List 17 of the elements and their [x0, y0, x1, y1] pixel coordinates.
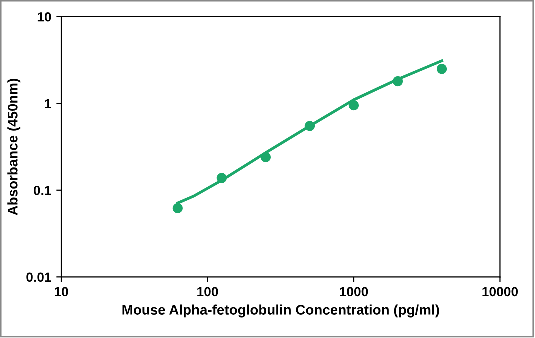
point — [216, 173, 228, 184]
y-tick-label: 10 — [38, 12, 52, 22]
point — [348, 100, 360, 111]
y-tick-label: 1 — [45, 99, 52, 108]
point — [436, 64, 448, 74]
point — [260, 152, 272, 163]
y-tick-label: 0.1 — [34, 186, 52, 196]
x-tick-label: 100 — [198, 287, 218, 297]
point — [304, 121, 316, 132]
x-axis-title: Mouse Alpha-fetoglobulin Concentration (pg/ml) — [122, 304, 440, 318]
point — [172, 203, 183, 214]
point — [392, 76, 404, 87]
x-tick-label: 1000 — [340, 287, 368, 297]
y-tick-label: 0.01 — [26, 272, 52, 282]
y-axis-title: Absorbance (450nm) — [8, 79, 21, 216]
x-tick-label: 10 — [55, 287, 68, 297]
x-tick-label: 10000 — [482, 287, 518, 297]
